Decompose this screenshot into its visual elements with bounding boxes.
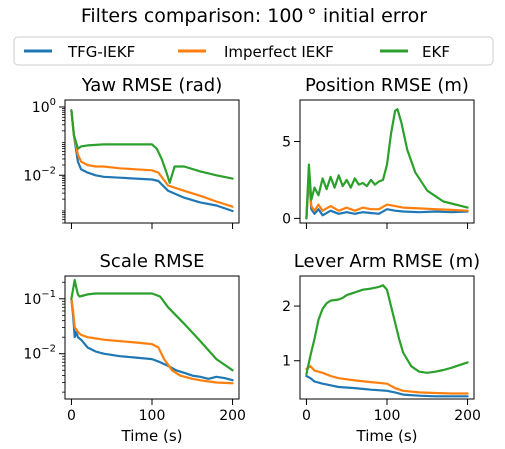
position-rmse-m-series-ekf (305, 108, 469, 220)
scale-rmse-series-tfg-iekf (70, 297, 234, 382)
legend-label-tfg-iekf: TFG-IEKF (67, 43, 135, 61)
lever-arm-rmse-m-xtick-label: 100 (374, 408, 401, 424)
lever-arm-rmse-m-xtick-label: 0 (302, 408, 311, 424)
yaw-rmse-rad-ytick-label: 10−2 (23, 165, 56, 184)
yaw-rmse-rad-ytick-label: 100 (32, 97, 56, 116)
scale-rmse-ytick-label: 10−1 (23, 289, 56, 308)
position-rmse-m-title: Position RMSE (m) (305, 75, 469, 96)
legend-frame (13, 36, 494, 66)
figure-title: Filters comparison: 100 ° initial error (81, 5, 427, 27)
lever-arm-rmse-m-series-ekf (305, 284, 469, 376)
panel-yaw-rmse: Yaw RMSE (rad) 100 10−2 (23, 75, 240, 229)
lever-arm-rmse-m-series-imperfect-iekf (305, 365, 469, 395)
legend-entry-imperfect-iekf: Imperfect IEKF (178, 43, 334, 61)
scale-rmse-ytick-label: 10−2 (23, 344, 56, 363)
scale-rmse-xtick-label: 200 (219, 408, 246, 424)
legend-label-imperfect-iekf: Imperfect IEKF (224, 43, 334, 61)
legend-label-ekf: EKF (422, 43, 450, 61)
yaw-rmse-rad-series-tfg-iekf (70, 109, 234, 213)
yaw-rmse-rad-series-imperfect-iekf (70, 109, 234, 208)
legend-entry-ekf: EKF (380, 43, 450, 61)
scale-rmse-xtick-label: 0 (67, 408, 76, 424)
lever-arm-rmse-m-axes-frame (299, 275, 475, 400)
yaw-rmse-rad-series-ekf (70, 109, 234, 184)
scale-rmse-title: Scale RMSE (100, 251, 205, 272)
panel-position-rmse: Position RMSE (m) 0 5 (282, 75, 475, 229)
panel-lever-arm-rmse: Lever Arm RMSE (m) 1 2 0 100 200 Time (s) (282, 251, 481, 445)
lever-arm-rmse-m-ytick-label: 2 (282, 299, 291, 315)
lever-arm-rmse-m-xtick-label: 200 (454, 408, 481, 424)
scale-rmse-xlabel: Time (s) (121, 427, 183, 445)
legend-entry-tfg-iekf: TFG-IEKF (24, 43, 135, 61)
scale-rmse-xtick-label: 100 (139, 408, 166, 424)
lever-arm-rmse-m-ytick-label: 1 (282, 354, 291, 370)
scale-rmse-series-ekf (70, 278, 234, 372)
yaw-rmse-rad-title: Yaw RMSE (rad) (81, 75, 222, 96)
position-rmse-m-ytick-label: 5 (282, 135, 291, 151)
panel-scale-rmse: Scale RMSE 10−1 10−2 0 100 200 Time (s) (23, 251, 246, 445)
position-rmse-m-ytick-label: 0 (282, 211, 291, 227)
lever-arm-rmse-m-series-tfg-iekf (305, 374, 469, 398)
scale-rmse-series-imperfect-iekf (70, 297, 234, 385)
legend: TFG-IEKF Imperfect IEKF EKF (13, 36, 494, 66)
lever-arm-rmse-m-title: Lever Arm RMSE (m) (294, 251, 480, 272)
position-rmse-m-series-imperfect-iekf (305, 171, 469, 220)
position-rmse-m-series-tfg-iekf (305, 174, 469, 220)
lever-arm-rmse-m-xlabel: Time (s) (356, 427, 418, 445)
